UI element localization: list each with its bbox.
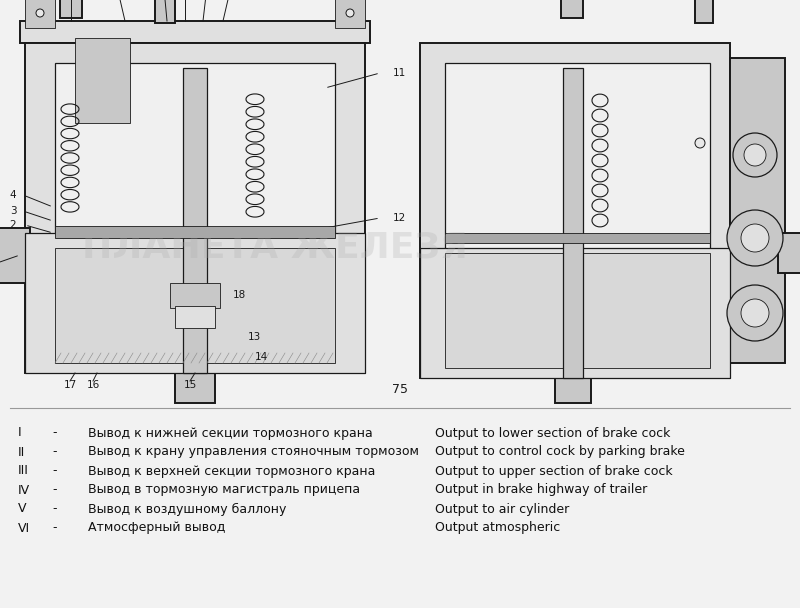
Circle shape [727, 285, 783, 341]
Text: Вывод к верхней секции тормозного крана: Вывод к верхней секции тормозного крана [88, 465, 375, 477]
Bar [420, 43, 730, 378]
Text: 2: 2 [10, 220, 16, 230]
Bar [0, 228, 30, 283]
Bar [175, 306, 215, 328]
Bar [445, 253, 710, 368]
Text: 15: 15 [183, 380, 197, 390]
Bar [60, 0, 82, 18]
Bar [55, 226, 335, 238]
Bar [778, 233, 800, 273]
Text: Вывод к нижней секции тормозного крана: Вывод к нижней секции тормозного крана [88, 426, 373, 440]
Text: 16: 16 [86, 380, 100, 390]
Text: Вывод к крану управления стояночным тормозом: Вывод к крану управления стояночным торм… [88, 446, 419, 458]
Text: -: - [53, 522, 58, 534]
Bar [554, 375, 590, 403]
Text: Output to air cylinder: Output to air cylinder [435, 502, 570, 516]
Bar [445, 63, 710, 253]
Text: V: V [18, 502, 26, 516]
Bar [170, 283, 220, 308]
Bar [20, 21, 370, 43]
Text: 18: 18 [233, 290, 246, 300]
Bar [445, 233, 710, 243]
Circle shape [36, 9, 44, 17]
Bar [55, 63, 335, 253]
Circle shape [346, 9, 354, 17]
Bar [335, 0, 365, 28]
Text: 3: 3 [10, 206, 16, 216]
Text: -: - [53, 426, 58, 440]
Bar [562, 68, 582, 378]
Circle shape [733, 133, 777, 177]
Text: I: I [18, 426, 22, 440]
Bar [25, 0, 55, 28]
Text: Вывод в тормозную магистраль прицепа: Вывод в тормозную магистраль прицепа [88, 483, 360, 497]
Text: 11: 11 [393, 68, 406, 78]
Bar [25, 233, 365, 373]
Circle shape [744, 144, 766, 166]
Bar [183, 68, 207, 373]
Circle shape [741, 299, 769, 327]
Bar [420, 248, 730, 378]
Bar [561, 0, 582, 18]
Text: -: - [53, 465, 58, 477]
Text: Output to upper section of brake cock: Output to upper section of brake cock [435, 465, 673, 477]
Text: II: II [18, 446, 26, 458]
Text: ПЛАНЕТА ЖЕЛЕЗЯ: ПЛАНЕТА ЖЕЛЕЗЯ [82, 231, 468, 265]
Bar [25, 43, 365, 373]
Bar [695, 0, 713, 23]
Text: Output to control cock by parking brake: Output to control cock by parking brake [435, 446, 685, 458]
Text: -: - [53, 483, 58, 497]
Text: 17: 17 [63, 380, 77, 390]
Text: III: III [18, 465, 29, 477]
Circle shape [695, 138, 705, 148]
Text: 14: 14 [255, 352, 268, 362]
Text: IV: IV [18, 483, 30, 497]
Bar [155, 0, 175, 23]
Text: 75: 75 [392, 383, 408, 396]
Text: 4: 4 [10, 190, 16, 200]
Text: 13: 13 [248, 332, 262, 342]
Text: VI: VI [18, 522, 30, 534]
Text: -: - [53, 502, 58, 516]
Bar [175, 368, 215, 403]
Bar [730, 58, 785, 363]
Bar [55, 248, 335, 363]
Text: 12: 12 [393, 213, 406, 223]
Text: Вывод к воздушному баллону: Вывод к воздушному баллону [88, 502, 286, 516]
Text: Output to lower section of brake cock: Output to lower section of brake cock [435, 426, 670, 440]
Circle shape [727, 210, 783, 266]
Text: Output atmospheric: Output atmospheric [435, 522, 560, 534]
Text: Output in brake highway of trailer: Output in brake highway of trailer [435, 483, 647, 497]
Text: Атмосферный вывод: Атмосферный вывод [88, 522, 226, 534]
Bar [75, 38, 130, 123]
Text: -: - [53, 446, 58, 458]
Circle shape [741, 224, 769, 252]
